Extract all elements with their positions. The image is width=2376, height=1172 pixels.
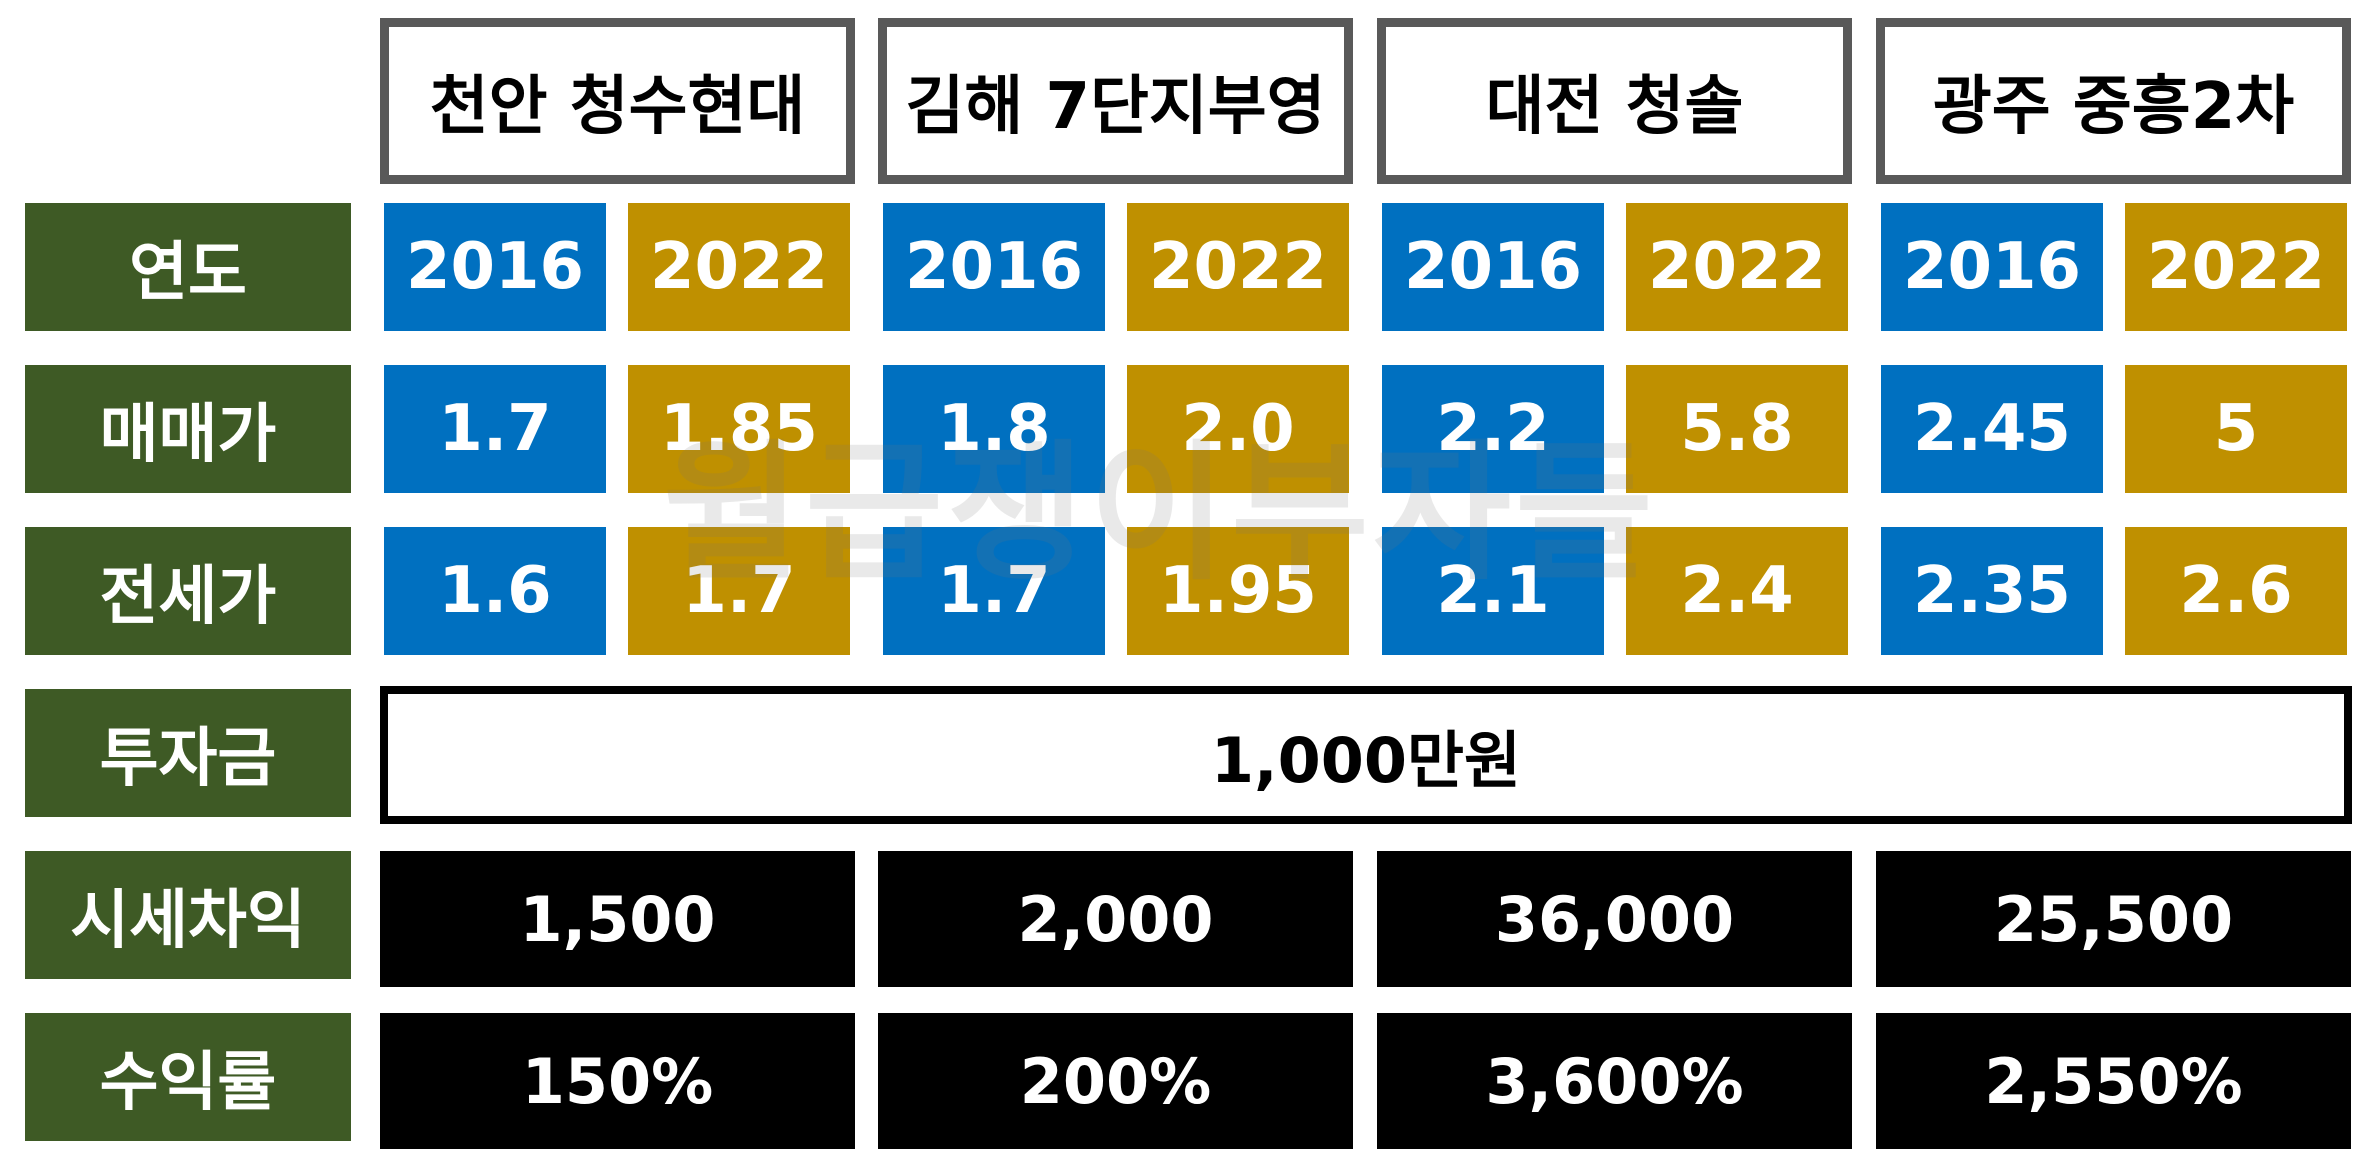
sale-price-cell: 5.8 <box>1626 365 1848 493</box>
year-cell: 2016 <box>1881 203 2103 331</box>
sale-price-cell: 1.8 <box>883 365 1105 493</box>
return-rate-cell: 3,600% <box>1377 1013 1852 1149</box>
jeonse-price-cell: 1.7 <box>628 527 850 655</box>
sale-price-cell: 2.0 <box>1127 365 1349 493</box>
jeonse-price-cell: 2.35 <box>1881 527 2103 655</box>
row-label-return-rate: 수익률 <box>25 1013 351 1141</box>
complex-header-1: 천안 청수현대 <box>380 18 855 184</box>
return-rate-cell: 200% <box>878 1013 1353 1149</box>
sale-price-cell: 1.7 <box>384 365 606 493</box>
return-rate-cell: 2,550% <box>1876 1013 2351 1149</box>
complex-header-2: 김해 7단지부영 <box>878 18 1353 184</box>
capital-gain-cell: 25,500 <box>1876 851 2351 987</box>
year-cell: 2022 <box>1626 203 1848 331</box>
capital-gain-cell: 1,500 <box>380 851 855 987</box>
sale-price-cell: 5 <box>2125 365 2347 493</box>
year-cell: 2016 <box>883 203 1105 331</box>
jeonse-price-cell: 1.6 <box>384 527 606 655</box>
year-cell: 2022 <box>628 203 850 331</box>
sale-price-cell: 2.45 <box>1881 365 2103 493</box>
complex-header-3: 대전 청솔 <box>1377 18 1852 184</box>
jeonse-price-cell: 1.7 <box>883 527 1105 655</box>
sale-price-cell: 1.85 <box>628 365 850 493</box>
jeonse-price-cell: 1.95 <box>1127 527 1349 655</box>
row-label-jeonse-price: 전세가 <box>25 527 351 655</box>
row-label-capital-gain: 시세차익 <box>25 851 351 979</box>
jeonse-price-cell: 2.1 <box>1382 527 1604 655</box>
return-rate-cell: 150% <box>380 1013 855 1149</box>
complex-header-4: 광주 중흥2차 <box>1876 18 2351 184</box>
capital-gain-cell: 2,000 <box>878 851 1353 987</box>
year-cell: 2016 <box>384 203 606 331</box>
year-cell: 2016 <box>1382 203 1604 331</box>
capital-gain-cell: 36,000 <box>1377 851 1852 987</box>
row-label-investment: 투자금 <box>25 689 351 817</box>
jeonse-price-cell: 2.4 <box>1626 527 1848 655</box>
jeonse-price-cell: 2.6 <box>2125 527 2347 655</box>
investment-cell: 1,000만원 <box>380 686 2352 824</box>
row-label-year: 연도 <box>25 203 351 331</box>
row-label-sale-price: 매매가 <box>25 365 351 493</box>
sale-price-cell: 2.2 <box>1382 365 1604 493</box>
year-cell: 2022 <box>1127 203 1349 331</box>
year-cell: 2022 <box>2125 203 2347 331</box>
